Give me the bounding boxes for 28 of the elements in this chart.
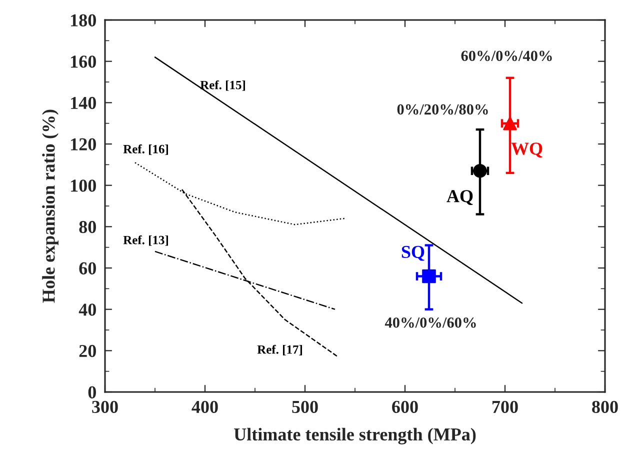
y-tick-label: 140 [71,96,96,110]
series-label: AQ [446,190,473,206]
x-tick-label: 600 [392,400,418,414]
y-tick-label: 80 [79,220,96,234]
y-tick-label: 160 [71,56,96,68]
annotation: 40%/0%/60% [384,317,476,328]
x-tick-label: 400 [192,400,218,414]
series-label: Ref. [16] [123,144,168,155]
y-tick-label: 100 [71,180,96,192]
series-label: WQ [511,142,542,158]
annotation: 0%/20%/80% [397,104,488,115]
series-label: SQ [402,246,424,261]
series-label: Ref. [17] [257,344,302,356]
y-axis-title: Hole expansion ratio (%) [42,110,58,303]
x-tick-label: 500 [292,400,318,414]
y-tick-label: 60 [79,262,96,274]
x-tick-label: 800 [592,400,618,414]
x-tick-label: 300 [92,400,118,414]
y-tick-label: 40 [78,304,96,316]
x-tick-label: 700 [492,400,518,414]
y-tick-label: 180 [71,14,96,26]
series-label: Ref. [15] [200,80,245,91]
y-tick-label: 20 [79,344,96,358]
y-tick-label: 0 [88,386,96,398]
series-label: Ref. [13] [123,235,168,246]
x-axis-title: Ultimate tensile strength (MPa) [234,428,476,444]
y-tick-label: 120 [71,138,96,150]
annotation: 60%/0%/40% [461,50,552,62]
